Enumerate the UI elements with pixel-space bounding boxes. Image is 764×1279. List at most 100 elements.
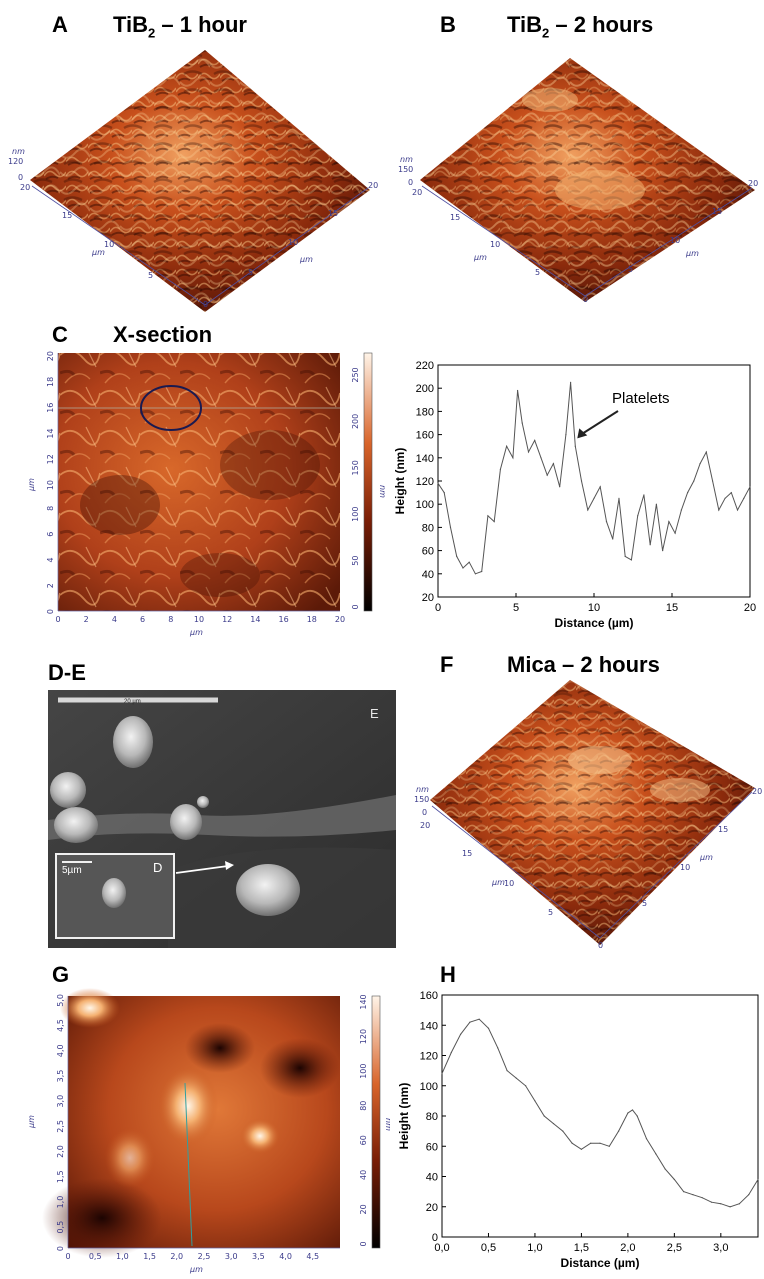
- g-colorbar-tick: 0: [359, 1241, 368, 1246]
- sem-particle: [170, 804, 202, 840]
- c-data-point: [516, 389, 519, 392]
- c-map-ytick: 4: [46, 557, 55, 562]
- h-data-point: [469, 1021, 471, 1023]
- h-data-point: [655, 1153, 657, 1155]
- colorbar-c: [363, 352, 373, 612]
- c-map-ytick: 6: [46, 532, 55, 537]
- h-data-point: [599, 1142, 601, 1144]
- a-tick-right-20: 20: [368, 181, 378, 190]
- a-xy-unit-left: µm: [91, 248, 105, 257]
- g-colorbar-unit: nm: [384, 1118, 390, 1131]
- c-data-point: [570, 381, 572, 383]
- c-ytick-label: 220: [416, 360, 434, 372]
- c-x-axis-label: Distance (µm): [555, 616, 634, 630]
- g-map-ytick: 4,0: [56, 1044, 65, 1057]
- f-tick-right-5: 5: [642, 899, 647, 908]
- g-map-ytick: 0: [56, 1246, 65, 1251]
- c-data-point: [630, 559, 633, 561]
- b-z-zero: 0: [408, 178, 413, 187]
- g-map-xtick: 3,0: [225, 1252, 238, 1261]
- c-map-xtick: 6: [140, 615, 145, 624]
- c-data-point: [724, 497, 726, 499]
- c-ytick-label: 20: [422, 592, 434, 604]
- h-data-point: [673, 1178, 675, 1181]
- c-y-axis-label: Height (nm): [393, 448, 407, 515]
- a-z-max: 120: [8, 157, 23, 166]
- a-z-zero: 0: [18, 173, 23, 182]
- h-data-point: [748, 1194, 750, 1196]
- a-z-unit: nm: [12, 147, 25, 156]
- f-tick-left-15: 15: [462, 849, 472, 858]
- g-map-xtick: 4,5: [306, 1252, 319, 1261]
- h-data-point: [497, 1047, 499, 1049]
- c-data-point: [730, 492, 732, 494]
- c-data-point: [655, 503, 657, 505]
- c-data-point: [527, 451, 530, 453]
- h-data-point: [506, 1070, 508, 1072]
- f-tick-left-20: 20: [420, 821, 430, 830]
- sem-particle: [54, 807, 98, 843]
- g-colorbar-tick: 120: [359, 1029, 368, 1044]
- c-data-point: [749, 486, 751, 488]
- title-a-rest: – 1 hour: [155, 12, 247, 37]
- platelet-circle-marker: [140, 385, 202, 431]
- g-map-xtick: 2,5: [198, 1252, 211, 1261]
- c-annotation-platelets: Platelets: [612, 390, 670, 407]
- h-data-point: [552, 1122, 555, 1125]
- c-data-point: [605, 521, 608, 523]
- g-y-unit: µm: [27, 1115, 36, 1129]
- sem-particle: [113, 716, 153, 768]
- cross-section-line-g: [184, 1082, 193, 1247]
- c-map-ytick: 20: [46, 351, 55, 361]
- c-map-xtick: 16: [279, 615, 289, 624]
- sem-inset-scale: 5µm: [62, 865, 82, 876]
- g-colorbar-tick: 40: [359, 1170, 368, 1180]
- b-z-unit: nm: [400, 155, 413, 164]
- panel-letter-h: H: [440, 962, 456, 987]
- h-data-point: [645, 1138, 648, 1140]
- h-xtick-label: 0,5: [481, 1242, 496, 1254]
- f-z-unit: nm: [416, 785, 429, 794]
- c-data-point: [443, 492, 445, 494]
- f-tick-left-10: 10: [504, 879, 514, 888]
- panel-letter-b: B: [440, 12, 456, 37]
- c-ytick-label: 180: [416, 406, 434, 418]
- h-ytick-label: 160: [420, 990, 438, 1002]
- h-xtick-label: 1,5: [574, 1242, 589, 1254]
- c-data-point: [546, 474, 548, 476]
- b-tick-left-15: 15: [450, 213, 460, 222]
- h-ytick-label: 60: [426, 1141, 438, 1153]
- g-map-ytick: 0,5: [56, 1221, 65, 1234]
- c-colorbar-tick: 250: [351, 367, 360, 382]
- a-tick-right-15: 15: [328, 209, 338, 218]
- c-xtick-label: 0: [435, 602, 441, 614]
- title-b-sub: 2: [542, 25, 550, 41]
- c-map-xtick: 10: [194, 615, 204, 624]
- g-colorbar-tick: 100: [359, 1064, 368, 1079]
- g-x-unit: µm: [189, 1265, 203, 1274]
- afm-height-map-c: 0 2 4 6 8 10 12 14 16 18 20 20 18 16 14 12 10 8 6 4 2 0 µm µ…: [20, 345, 390, 640]
- title-a-main: TiB: [113, 12, 149, 37]
- c-colorbar-tick: 0: [351, 604, 360, 609]
- g-colorbar-tick: 80: [359, 1101, 368, 1111]
- panel-title-a: TiB2 – 1 hour: [113, 12, 247, 40]
- c-xtick-label: 10: [588, 602, 600, 614]
- c-series-line: [437, 382, 751, 575]
- h-data-point: [720, 1203, 722, 1205]
- f-tick-left-5: 5: [548, 908, 553, 917]
- c-data-point: [506, 445, 508, 447]
- c-data-point: [618, 497, 620, 499]
- f-z-max: 150: [414, 795, 429, 804]
- panel-letter-de: D-E: [48, 660, 86, 685]
- c-map-ytick: 12: [46, 454, 55, 464]
- h-ytick-label: 80: [426, 1111, 438, 1123]
- h-data-point: [627, 1112, 629, 1114]
- c-map-xtick: 18: [307, 615, 317, 624]
- b-tick-right-5: 5: [628, 265, 633, 274]
- c-x-unit: µm: [189, 628, 203, 637]
- g-map-ytick: 5,0: [56, 994, 65, 1007]
- c-data-point: [649, 544, 651, 546]
- sem-arrow: [175, 865, 229, 874]
- h-ytick-label: 0: [432, 1232, 438, 1244]
- c-data-point: [687, 492, 689, 494]
